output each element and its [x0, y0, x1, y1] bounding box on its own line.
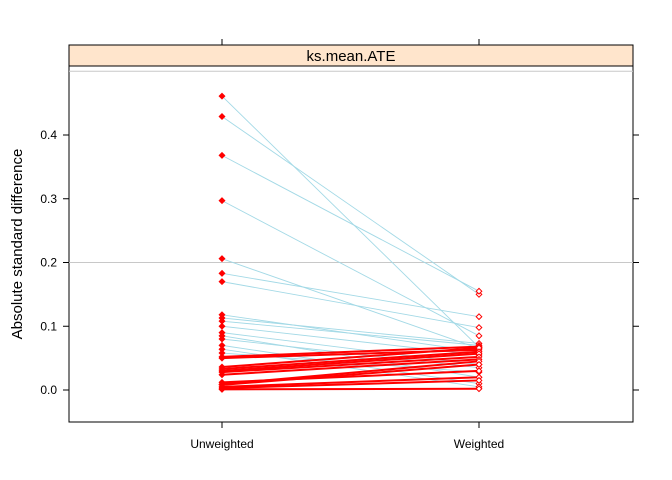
point-weighted-6: [475, 324, 483, 332]
point-unweighted-5: [218, 269, 226, 277]
x-tick-label: Weighted: [454, 437, 504, 451]
series-line-20: [221, 350, 480, 370]
point-unweighted-3: [218, 197, 226, 205]
point-weighted-24: [475, 367, 483, 375]
point-unweighted-23: [218, 371, 226, 379]
tick-labels: 0.0 0.1 0.2 0.3 0.4 Unweighted Weighted: [40, 128, 504, 451]
point-unweighted-1: [218, 113, 226, 121]
x-tick-label: Unweighted: [190, 437, 253, 451]
series-line-28: [221, 379, 480, 390]
point-weighted-5: [475, 313, 483, 321]
series-line-22: [221, 355, 480, 374]
y-tick-label: 0.3: [40, 192, 57, 206]
panel-title: ks.mean.ATE: [307, 48, 396, 65]
series-line-8: [221, 317, 480, 344]
series-line-0: [221, 95, 480, 348]
series-line-21: [221, 352, 480, 372]
series-line-1: [221, 116, 480, 295]
series-line-29: [221, 387, 480, 391]
y-tick-label: 0.0: [40, 383, 57, 397]
point-unweighted-18: [218, 354, 226, 362]
y-axis-title: Absolute standard difference: [9, 149, 26, 340]
y-tick-label: 0.4: [40, 128, 57, 142]
series-line-2: [221, 155, 480, 292]
series-line-4: [221, 258, 480, 349]
point-unweighted-10: [218, 322, 226, 330]
series-line-25: [221, 360, 480, 386]
series-line-5: [221, 272, 480, 318]
point-unweighted-6: [218, 278, 226, 286]
axis-ticks: [63, 39, 639, 428]
series-line-17: [221, 345, 480, 358]
point-weighted-3: [475, 332, 483, 340]
series-line-9: [221, 320, 480, 346]
series-line-27: [221, 376, 480, 388]
series-line-3: [221, 200, 480, 337]
series-line-19: [221, 346, 480, 369]
series-line-23: [221, 358, 480, 376]
plot-frame: [68, 65, 634, 423]
point-weighted-26: [475, 360, 483, 369]
point-unweighted-2: [218, 151, 226, 159]
point-unweighted-4: [218, 255, 226, 263]
point-unweighted-13: [218, 335, 226, 343]
point-weighted-29: [475, 385, 483, 393]
y-tick-label: 0.1: [40, 319, 57, 333]
point-unweighted-0: [218, 92, 226, 100]
series-lines: [221, 95, 480, 391]
data-points: [218, 92, 483, 393]
y-tick-label: 0.2: [40, 256, 57, 270]
point-unweighted-29: [218, 385, 226, 393]
series-line-6: [221, 281, 480, 328]
series-line-26: [221, 363, 480, 386]
reference-lines: [69, 70, 633, 263]
point-weighted-2: [475, 287, 483, 295]
point-weighted-28: [475, 376, 483, 384]
